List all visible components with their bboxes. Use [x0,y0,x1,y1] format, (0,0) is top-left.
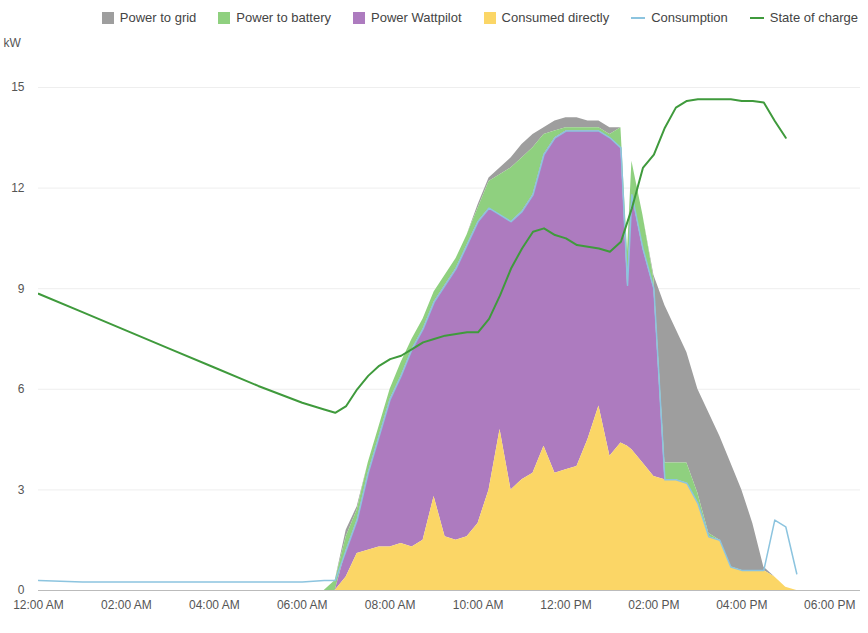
svg-text:12:00 PM: 12:00 PM [540,598,591,612]
html-text:Power to grid: Power to grid [119,10,197,25]
svg-text:kW: kW [4,36,22,50]
svg-text:06:00 AM: 06:00 AM [277,598,328,612]
svg-text:3: 3 [18,483,25,497]
html-text:Power to battery: Power to battery [236,10,331,25]
html-text:State of charge: State of charge [769,10,858,25]
svg-text:0: 0 [18,583,25,597]
svg-text:15: 15 [11,80,25,94]
svg-text:04:00 AM: 04:00 AM [189,598,240,612]
svg-text:04:00 PM: 04:00 PM [716,598,767,612]
html-text:Consumption: Consumption [651,10,728,25]
svg-text:02:00 AM: 02:00 AM [101,598,152,612]
svg-text:9: 9 [18,282,25,296]
svg-text:12:00 AM: 12:00 AM [13,598,64,612]
svg-text:08:00 AM: 08:00 AM [365,598,416,612]
svg-text:06:00 PM: 06:00 PM [804,598,855,612]
html-text:Consumed directly: Consumed directly [501,10,610,25]
svg-text:10:00 AM: 10:00 AM [453,598,504,612]
svg-text:6: 6 [18,382,25,396]
svg-text:12: 12 [11,181,25,195]
svg-text:02:00 PM: 02:00 PM [628,598,679,612]
html-text:Power Wattpilot: Power Wattpilot [371,10,462,25]
